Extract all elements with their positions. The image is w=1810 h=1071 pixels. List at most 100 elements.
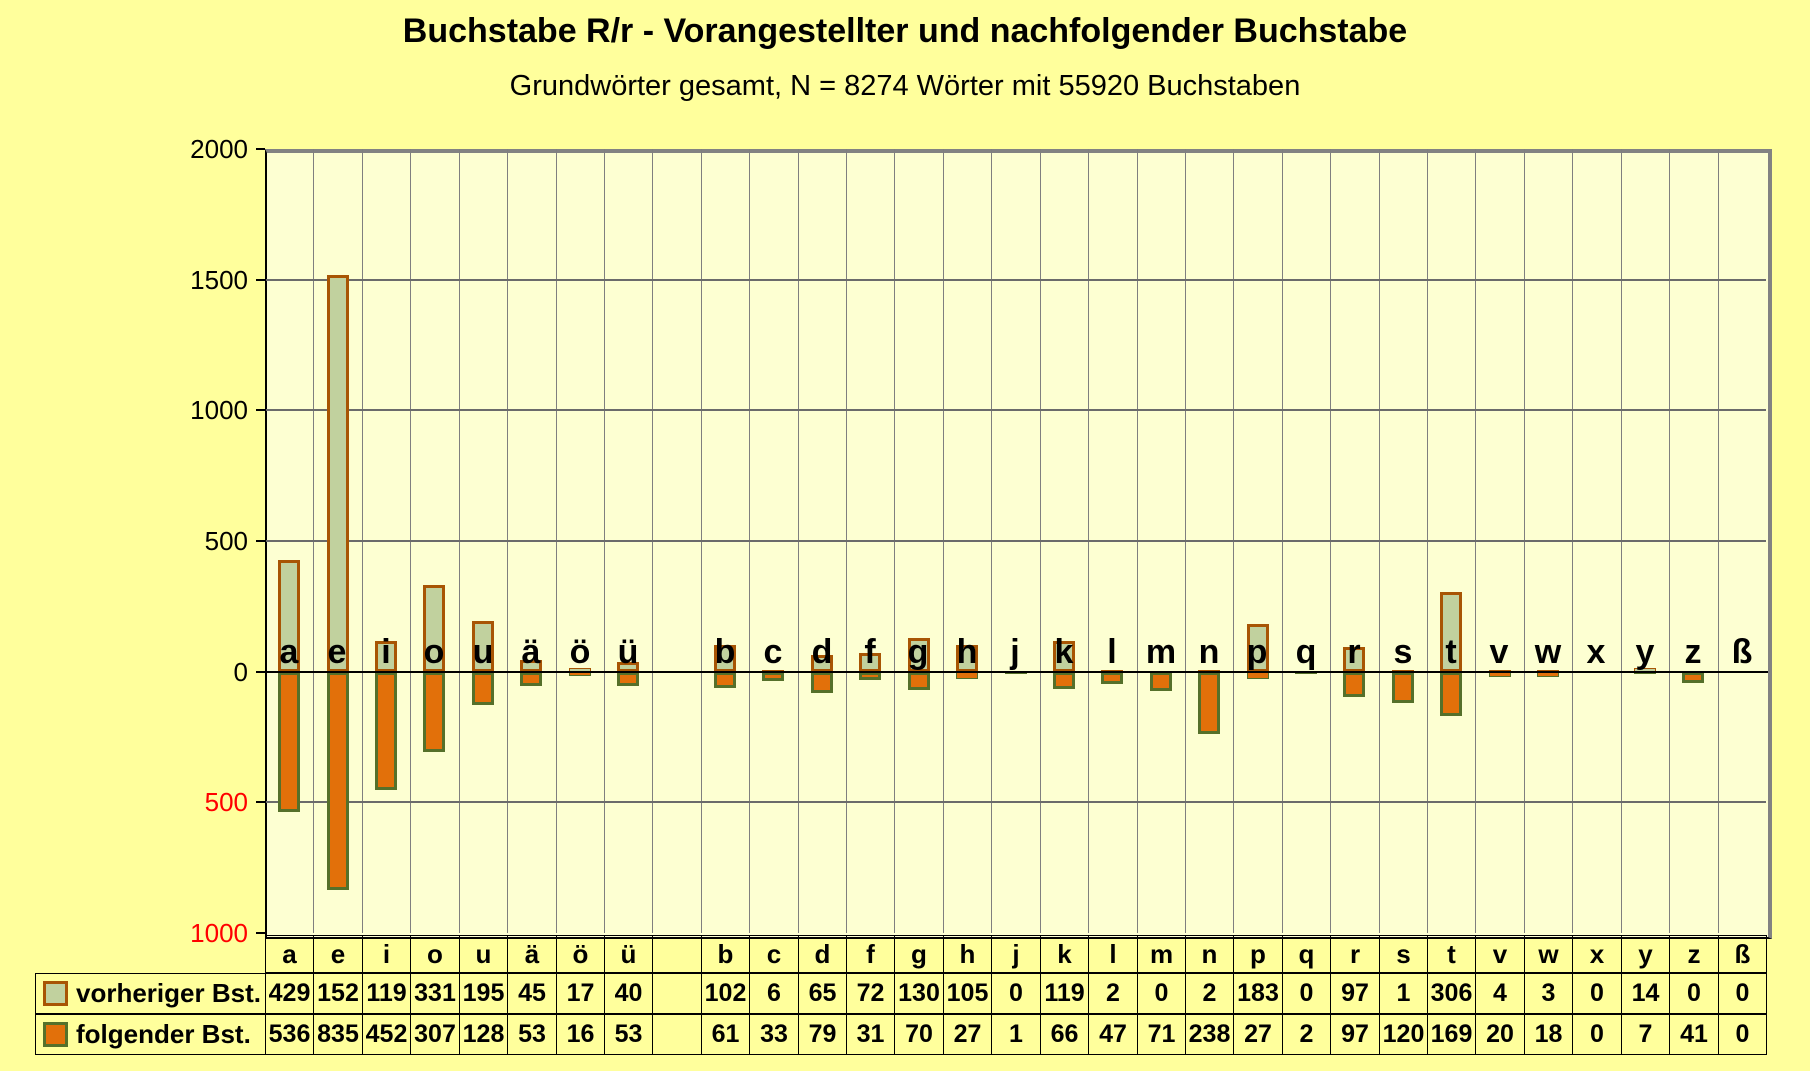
legend-swatch-following-icon — [43, 1022, 68, 1047]
category-letter: d — [811, 633, 833, 671]
table-cell: 2 — [1088, 973, 1138, 1014]
table-header-cell: r — [1330, 935, 1380, 973]
category-letter: u — [472, 633, 494, 671]
bar-following-letter — [762, 672, 784, 681]
table-cell: 53 — [604, 1014, 653, 1055]
table-header-cell: k — [1040, 935, 1089, 973]
table-header-cell: o — [410, 935, 460, 973]
table-cell: 97 — [1330, 973, 1380, 1014]
category-letter: ü — [617, 633, 639, 671]
bar-previous-letter — [1440, 592, 1462, 672]
category-letter: n — [1198, 633, 1220, 671]
table-cell: 1 — [1379, 973, 1428, 1014]
category-letter: h — [956, 633, 978, 671]
y-axis-label: 2000 — [190, 134, 248, 164]
table-cell: 97 — [1330, 1014, 1380, 1055]
table-header-cell: n — [1185, 935, 1234, 973]
table-header-cell: p — [1233, 935, 1283, 973]
table-cell: 2 — [1185, 973, 1234, 1014]
legend-item-following-letter: folgender Bst. — [35, 1014, 266, 1055]
table-header-cell: f — [846, 935, 895, 973]
table-cell: 0 — [1572, 973, 1622, 1014]
table-header-cell: z — [1669, 935, 1719, 973]
table-header-cell: t — [1427, 935, 1476, 973]
table-cell: 119 — [362, 973, 411, 1014]
table-cell: 16 — [556, 1014, 605, 1055]
bar-previous-letter — [1247, 624, 1269, 672]
table-cell: 306 — [1427, 973, 1476, 1014]
series-label-previous: vorheriger Bst. — [76, 978, 261, 1008]
category-letter: i — [381, 633, 391, 671]
category-letter: t — [1445, 633, 1457, 671]
category-letter: s — [1393, 633, 1413, 671]
table-cell: 536 — [265, 1014, 314, 1055]
table-cell: 169 — [1427, 1014, 1476, 1055]
bar-following-letter — [1247, 672, 1269, 679]
bar-following-letter — [811, 672, 833, 693]
category-letter: w — [1534, 633, 1562, 671]
table-cell: 31 — [846, 1014, 895, 1055]
table-cell: 3 — [1524, 973, 1573, 1014]
chart-subtitle: Grundwörter gesamt, N = 8274 Wörter mit … — [509, 70, 1301, 102]
bar-previous-letter — [472, 621, 494, 672]
table-cell: 14 — [1621, 973, 1670, 1014]
table-cell — [652, 973, 702, 1014]
bar-following-letter — [617, 672, 639, 686]
y-axis-tick — [256, 932, 265, 934]
table-cell: 65 — [798, 973, 847, 1014]
bar-following-letter — [1440, 672, 1462, 716]
category-letter: q — [1295, 633, 1317, 671]
table-header-cell: w — [1524, 935, 1573, 973]
y-axis-label: 1500 — [190, 265, 248, 295]
bar-previous-letter — [1343, 647, 1365, 672]
bar-following-letter — [278, 672, 300, 812]
table-header-cell: ä — [507, 935, 557, 973]
table-header-cell: x — [1572, 935, 1622, 973]
y-axis-tick — [256, 801, 265, 803]
bar-following-letter — [714, 672, 736, 688]
table-cell: 0 — [1572, 1014, 1622, 1055]
table-cell: 27 — [1233, 1014, 1283, 1055]
bar-following-letter — [423, 672, 445, 752]
category-letter: l — [1107, 633, 1117, 671]
y-axis-label: 1000 — [190, 395, 248, 425]
category-letter: m — [1145, 633, 1177, 671]
table-cell: 238 — [1185, 1014, 1234, 1055]
table-cell: 0 — [1718, 1014, 1767, 1055]
table-cell: 183 — [1233, 973, 1283, 1014]
table-cell: 1 — [991, 1014, 1041, 1055]
bar-following-letter — [956, 672, 978, 679]
table-cell: 61 — [701, 1014, 750, 1055]
table-cell: 429 — [265, 973, 314, 1014]
y-axis-label: 0 — [233, 657, 248, 687]
bar-previous-letter — [1053, 641, 1075, 672]
plot-area — [265, 149, 1772, 939]
table-cell: 53 — [507, 1014, 557, 1055]
table-cell: 70 — [894, 1014, 944, 1055]
bar-following-letter — [1392, 672, 1414, 703]
table-cell: 0 — [1669, 973, 1719, 1014]
category-letter: a — [279, 633, 299, 671]
zero-axis-line — [258, 671, 1768, 673]
table-header-cell: y — [1621, 935, 1670, 973]
category-letter: o — [423, 633, 445, 671]
table-cell: 152 — [313, 973, 363, 1014]
table-header-cell: u — [459, 935, 508, 973]
bar-following-letter — [472, 672, 494, 705]
bar-following-letter — [908, 672, 930, 690]
table-cell: 33 — [749, 1014, 799, 1055]
table-cell: 18 — [1524, 1014, 1573, 1055]
category-letter: p — [1246, 633, 1268, 671]
series-label-following: folgender Bst. — [76, 1019, 251, 1049]
bar-following-letter — [1101, 672, 1123, 684]
table-header-cell: v — [1475, 935, 1525, 973]
bar-following-letter — [859, 672, 881, 680]
bar-following-letter — [1682, 672, 1704, 683]
category-letter: e — [327, 633, 347, 671]
bar-previous-letter — [617, 662, 639, 672]
bar-following-letter — [327, 672, 349, 890]
gridline-h — [266, 540, 1766, 542]
bar-following-letter — [520, 672, 542, 686]
table-cell: 6 — [749, 973, 799, 1014]
bar-previous-letter — [714, 645, 736, 672]
